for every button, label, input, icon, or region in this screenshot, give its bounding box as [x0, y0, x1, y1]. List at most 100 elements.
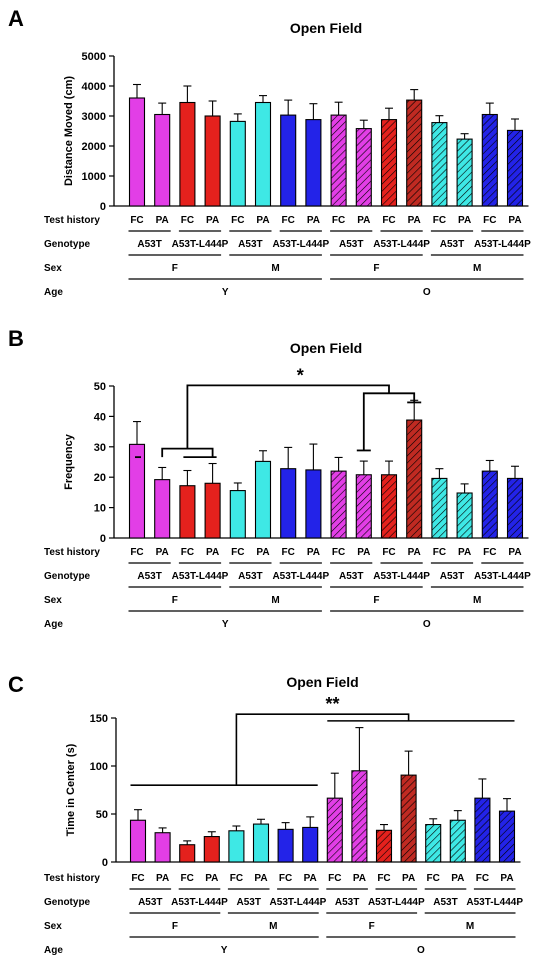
panel-a-bar — [254, 101, 272, 207]
panel-b-genotype-cell: A53T-L444P — [172, 571, 229, 582]
panel-c-sex-cell: F — [172, 921, 178, 932]
panel-b-bar — [431, 477, 448, 539]
panel-a-sex-cell: M — [473, 263, 481, 274]
panel-a-genotype-cell: A53T — [440, 239, 464, 250]
panel-a-bar — [506, 129, 524, 207]
panel-c-bar — [326, 797, 343, 863]
panel-a-bar — [179, 101, 196, 207]
panel-a-bar — [355, 128, 372, 207]
panel-a-test-history-cell: FC — [483, 215, 496, 226]
panel-a-genotype-cell: A53T — [137, 239, 161, 250]
panel-c-bar — [252, 823, 270, 863]
panel-a-sex-cell: M — [271, 263, 279, 274]
panel-a-bar — [330, 114, 347, 207]
panel-a-y-tick-label: 5000 — [82, 51, 106, 63]
panel-b-bar — [305, 469, 322, 539]
panel-a-genotype-cell: A53T-L444P — [474, 239, 531, 250]
panel-c-genotype-cell: A53T-L444P — [270, 897, 327, 908]
panel-a-y-tick-label: 3000 — [82, 111, 106, 123]
panel-c-y-tick-label: 50 — [96, 809, 108, 821]
panel-b-y-tick-label: 40 — [94, 411, 106, 423]
panel-c-genotype-cell: A53T — [236, 897, 260, 908]
panel-b-bar — [380, 474, 398, 539]
panel-c-genotype-cell: A53T — [433, 897, 457, 908]
panel-b-bar — [481, 470, 498, 539]
panel-c-sex-cell: M — [269, 921, 277, 932]
panel-c-bar — [425, 824, 442, 863]
panel-b-test-history-cell: PA — [357, 547, 370, 558]
panel-c-bar — [498, 810, 516, 863]
panel-c-test-history-cell: FC — [181, 873, 194, 884]
panel-c-bar — [228, 830, 245, 863]
panel-a-bar — [481, 113, 498, 207]
panel-b-age-cell: O — [423, 619, 431, 630]
panel-b-genotype-cell: A53T — [440, 571, 464, 582]
panel-b-sig-bracket — [161, 447, 214, 458]
panel-a-bar — [305, 119, 322, 207]
panel-b-test-history-cell: PA — [458, 547, 471, 558]
panel-b-test-history-cell: PA — [206, 547, 219, 558]
panel-b-sex-cell: F — [373, 595, 379, 606]
panel-c-bar — [400, 774, 417, 863]
panel-c-test-history-cell: FC — [230, 873, 243, 884]
panel-b-bar — [154, 479, 171, 539]
panel-a-y-tick-label: 1000 — [82, 171, 106, 183]
panel-c-bar — [179, 844, 196, 863]
panel-b-sig-bracket — [186, 384, 390, 449]
panel-c-test-history-cell: FC — [279, 873, 292, 884]
panel-a-test-history-cell: FC — [181, 215, 194, 226]
panel-b-genotype-cell: A53T-L444P — [373, 571, 430, 582]
panel-c-bar — [302, 826, 319, 863]
panel-c-row-label-sex: Sex — [44, 921, 62, 932]
panel-c-y-tick-label: 100 — [90, 761, 108, 773]
panel-b-test-history-cell: PA — [307, 547, 320, 558]
panel-c-bar — [351, 770, 368, 863]
panel-b-row-label-test-history: Test history — [44, 547, 100, 558]
panel-b-test-history-cell: PA — [156, 547, 169, 558]
panel-c-row-label-test-history: Test history — [44, 873, 100, 884]
panel-a-y-tick-label: 4000 — [82, 81, 106, 93]
panel-b-bar — [128, 443, 146, 539]
panel-c-test-history-cell: FC — [427, 873, 440, 884]
panel-a-bar — [154, 113, 171, 207]
panel-b-bar — [506, 477, 524, 539]
panel-c-test-history-cell: FC — [328, 873, 341, 884]
panel-b-row-label-genotype: Genotype — [44, 571, 91, 582]
panel-b-test-history-cell: PA — [256, 547, 269, 558]
panel-a-genotype-cell: A53T — [339, 239, 363, 250]
panel-c-title: Open Field — [286, 674, 358, 690]
panel-b-sex-cell: M — [473, 595, 481, 606]
panel-b-y-tick-label: 50 — [94, 381, 106, 393]
panel-b-sig-bracket — [362, 392, 416, 451]
panel-a-y-tick-label: 2000 — [82, 141, 106, 153]
panel-b-y-tick-label: 30 — [94, 442, 106, 454]
panel-a-test-history-cell: PA — [508, 215, 521, 226]
panel-b-bar — [179, 485, 196, 539]
panel-c-test-history-cell: PA — [205, 873, 218, 884]
panel-c-genotype-cell: A53T-L444P — [171, 897, 228, 908]
panel-a-age-cell: O — [423, 287, 431, 298]
panel-a-test-history-cell: FC — [282, 215, 295, 226]
panel-c-genotype-cell: A53T — [138, 897, 162, 908]
panel-b-y-tick-label: 10 — [94, 503, 106, 515]
panel-a-bar — [380, 119, 398, 207]
panel-a-test-history-cell: PA — [256, 215, 269, 226]
panel-c-row-label-genotype: Genotype — [44, 897, 91, 908]
panel-c-sex-cell: F — [369, 921, 375, 932]
panel-c-bar — [449, 819, 466, 863]
panel-b-sex-cell: M — [271, 595, 279, 606]
panel-b-y-axis-label: Frequency — [63, 433, 75, 490]
panel-b-test-history-cell: FC — [433, 547, 446, 558]
panel-b-bar — [280, 468, 297, 539]
panel-b-sex-cell: F — [172, 595, 178, 606]
panel-a-row-label-sex: Sex — [44, 263, 62, 274]
panel-b-genotype-cell: A53T — [137, 571, 161, 582]
panel-b-y-tick-label: 0 — [100, 533, 106, 545]
panel-b-test-history-cell: PA — [508, 547, 521, 558]
panel-b-bar — [254, 460, 272, 539]
panel-c-sex-cell: M — [466, 921, 474, 932]
panel-b-row-label-age: Age — [44, 619, 63, 630]
panel-b-test-history-cell: FC — [181, 547, 194, 558]
panel-b-y-tick-label: 20 — [94, 472, 106, 484]
panel-b-test-history-cell: PA — [408, 547, 421, 558]
